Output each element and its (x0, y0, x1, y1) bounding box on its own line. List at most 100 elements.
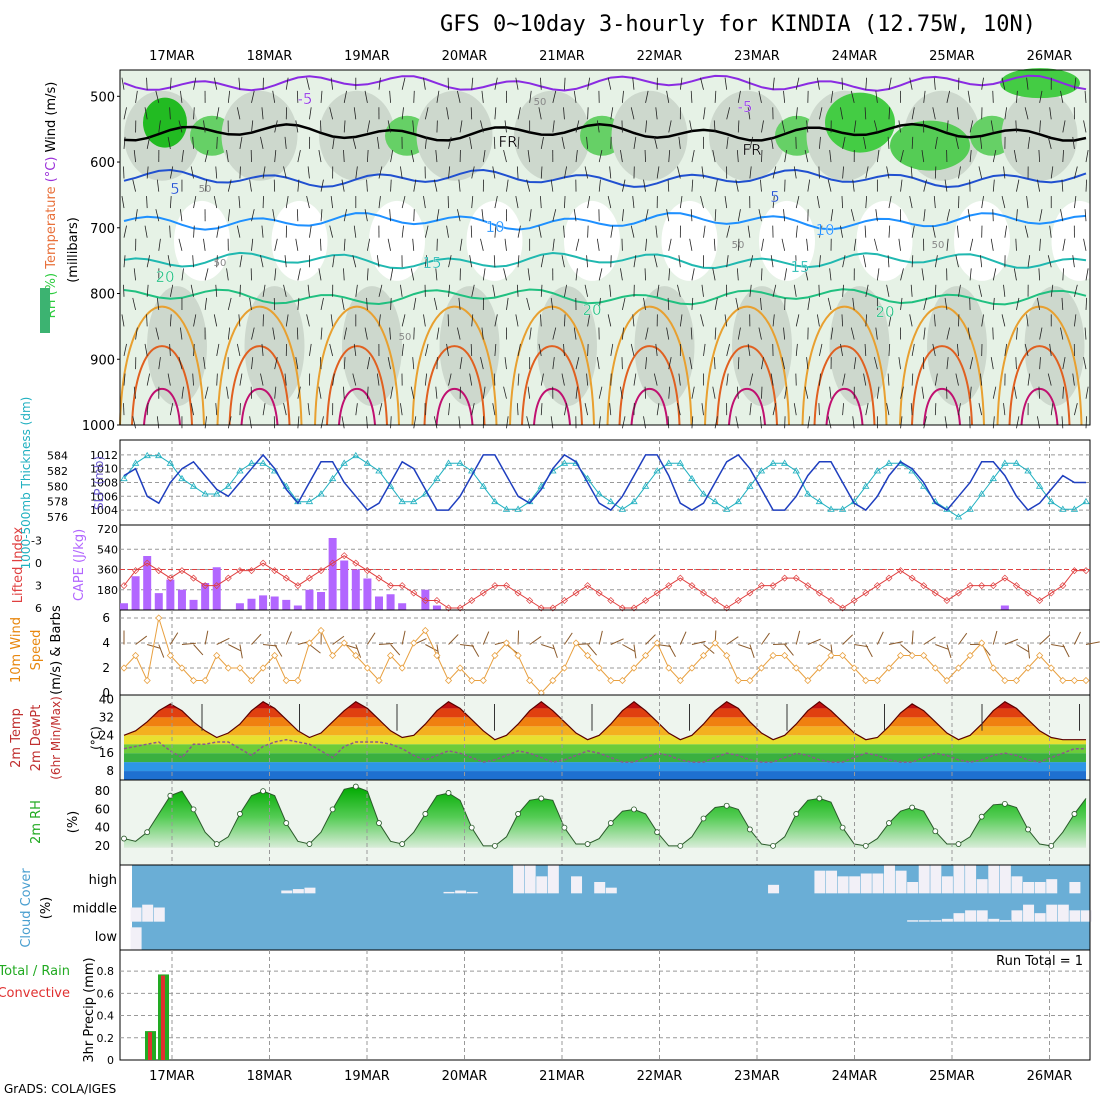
temperature-band (124, 753, 1086, 763)
wind-barb (932, 225, 936, 238)
wind-barb (135, 635, 148, 645)
wind-barb (1083, 120, 1087, 133)
wind-barb (1039, 90, 1043, 103)
wind-barb (610, 225, 614, 238)
wind-barb (251, 90, 255, 103)
axis-label: Speed (29, 630, 44, 671)
y-tick-label: 584 (47, 450, 68, 463)
wind-barb (297, 149, 301, 163)
wind-barb (887, 373, 890, 386)
wind-barb (712, 149, 716, 163)
wind-speed-point (479, 676, 487, 685)
wind-barb (1085, 386, 1089, 399)
thickness-point (120, 474, 128, 482)
wind-barb (911, 630, 914, 645)
li-point (746, 589, 754, 597)
wind-barb (1038, 268, 1041, 281)
wind-barb (668, 150, 671, 163)
wind-barb (691, 297, 694, 310)
wind-speed-point (595, 664, 603, 672)
wind-barb (584, 403, 589, 416)
rh-point (468, 824, 475, 831)
wind-barb (285, 631, 292, 645)
thickness-point (375, 467, 383, 474)
wind-barb (873, 357, 878, 370)
thickness-point (479, 482, 488, 489)
wind-barb (679, 314, 683, 327)
wind-barb (772, 77, 775, 90)
wind-barb (435, 386, 438, 399)
li-point (560, 597, 568, 605)
wind-barb (239, 284, 241, 297)
thickness-point (862, 482, 870, 489)
wind-barb (494, 314, 498, 327)
wind-speed-point (526, 676, 534, 685)
wind-barb (598, 179, 601, 192)
wind-barb (842, 634, 854, 645)
wind-barb (784, 268, 787, 281)
wind-barb (146, 314, 148, 327)
wind-barb (343, 268, 345, 281)
wind-barb (990, 238, 994, 251)
wind-barb (469, 255, 473, 268)
wind-barb (621, 297, 626, 311)
wind-barb (1004, 638, 1019, 645)
wind-barb (272, 327, 276, 340)
wind-barb (295, 120, 299, 133)
wind-barb (527, 149, 531, 163)
wind-barb (343, 327, 347, 340)
wind-barb (260, 373, 264, 386)
wind-barb (749, 373, 754, 386)
wind-speed-point (653, 639, 661, 647)
wind-barb (1083, 238, 1087, 251)
wind-barb (992, 90, 994, 103)
thickness-point (572, 459, 580, 466)
wind-barb (227, 209, 231, 222)
wind-barb (596, 238, 600, 251)
wind-barb (840, 343, 843, 357)
wind-barb (946, 327, 951, 340)
cloud-cell (1023, 904, 1035, 922)
wind-barb (306, 314, 310, 327)
wind-barb (215, 403, 218, 416)
wind-barb (355, 644, 362, 658)
temperature-contour (338, 387, 376, 426)
cloud-cell (941, 918, 953, 922)
wind-barb (923, 297, 927, 311)
wind-barb (238, 77, 241, 90)
wind-barb (413, 209, 415, 222)
wind-speed-point (387, 651, 395, 660)
wind-barb (607, 314, 612, 327)
axis-label-text: (millibars) (66, 217, 81, 283)
rh-shade (1024, 286, 1085, 407)
wind-barb (471, 166, 475, 179)
wind-barb (633, 255, 637, 268)
li-point (445, 604, 453, 612)
date-label-bottom: 20MAR (442, 1069, 488, 1084)
wind-barb (216, 255, 218, 268)
thickness-point (1001, 459, 1009, 466)
wind-barb (550, 297, 554, 311)
rh-point (886, 820, 892, 826)
wind-barb (433, 416, 438, 429)
rh-dry-area (856, 200, 913, 281)
wind-barb (425, 644, 438, 652)
wind-barb (701, 166, 704, 179)
wind-barb (607, 77, 612, 90)
wind-barb (204, 268, 209, 281)
wind-barb (503, 386, 507, 399)
wind-barb (227, 297, 232, 311)
wind-barb (793, 403, 797, 416)
wind-barb (123, 403, 125, 416)
rh-point (955, 841, 962, 847)
wind-barb (378, 196, 381, 209)
wind-barb (1039, 209, 1043, 222)
wind-barb (875, 209, 878, 222)
wind-barb (772, 166, 777, 179)
wind-barb (886, 403, 890, 416)
rh-point (213, 841, 220, 847)
wind-barb (714, 179, 718, 192)
wind-barb (460, 644, 475, 647)
wind-barb (226, 268, 229, 281)
y-tick-label: 40 (95, 821, 110, 835)
